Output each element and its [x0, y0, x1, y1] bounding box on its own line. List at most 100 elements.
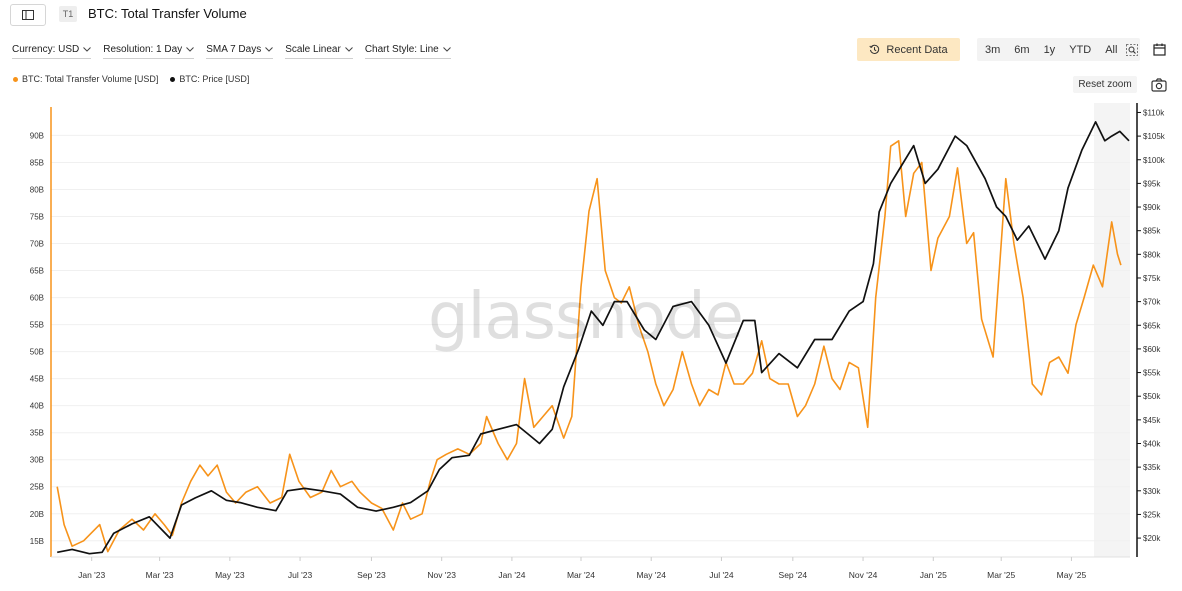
chevron-down-icon [344, 46, 353, 52]
left-tick-label: 15B [30, 537, 44, 546]
right-tick-label: $85k [1143, 227, 1161, 236]
zoom-select-button[interactable] [1126, 43, 1139, 56]
currency-select-label: Currency: USD [12, 43, 80, 55]
reset-zoom-button[interactable]: Reset zoom [1073, 76, 1137, 93]
x-tick-label: May '24 [636, 570, 666, 580]
legend-item-volume[interactable]: BTC: Total Transfer Volume [USD] [13, 74, 158, 84]
range-6m-button[interactable]: 6m [1014, 43, 1030, 56]
right-tick-label: $20k [1143, 534, 1161, 543]
range-1y-button[interactable]: 1y [1043, 43, 1056, 56]
x-tick-label: Mar '24 [567, 570, 595, 580]
right-axis-ticks: $20k $25k $30k $35k $40k $45k $50k $55k $60k $65k… [1137, 108, 1166, 543]
x-tick-label: May '23 [215, 570, 245, 580]
x-tick-label: Nov '23 [427, 570, 456, 580]
transfer-volume-chart[interactable]: 15B 20B 25B 30B 35B 40B 45B 50B 55B 60B 65B 70B 75B 8… [0, 95, 1182, 591]
sma-select[interactable]: SMA 7 Days [206, 41, 274, 59]
left-tick-label: 50B [30, 348, 44, 357]
series-line-price [57, 121, 1130, 555]
top-bar: T1 BTC: Total Transfer Volume [0, 0, 1182, 30]
left-tick-label: 25B [30, 483, 44, 492]
resolution-select[interactable]: Resolution: 1 Day [103, 41, 195, 59]
recent-data-button[interactable]: Recent Data [857, 38, 960, 61]
right-tick-label: $60k [1143, 345, 1161, 354]
x-tick-label: Sep '24 [779, 570, 808, 580]
chevron-down-icon [186, 46, 195, 52]
left-tick-label: 80B [30, 185, 44, 194]
chart-legend: BTC: Total Transfer Volume [USD] BTC: Pr… [13, 74, 249, 84]
right-tick-label: $30k [1143, 487, 1161, 496]
right-tick-label: $65k [1143, 321, 1161, 330]
recent-data-shade [1094, 103, 1130, 557]
series-line-volume [56, 140, 1122, 553]
x-tick-label: Mar '25 [987, 570, 1015, 580]
legend-dot-price [170, 76, 176, 82]
left-tick-label: 45B [30, 375, 44, 384]
right-tick-label: $110k [1143, 108, 1165, 117]
chart-style-select[interactable]: Chart Style: Line [364, 41, 451, 59]
currency-select[interactable]: Currency: USD [12, 41, 92, 59]
page-title: BTC: Total Transfer Volume [88, 6, 247, 21]
history-icon [869, 44, 880, 54]
right-tick-label: $100k [1143, 156, 1166, 165]
left-tick-label: 20B [30, 510, 44, 519]
left-tick-label: 40B [30, 402, 44, 411]
sma-select-label: SMA 7 Days [206, 43, 262, 55]
left-tick-label: 60B [30, 294, 44, 303]
sidebar-toggle-button[interactable] [10, 4, 46, 26]
right-tick-label: $90k [1143, 203, 1161, 212]
sidebar-icon [22, 10, 34, 20]
range-all-button[interactable]: All [1105, 43, 1118, 56]
x-tick-label: Jul '24 [709, 570, 734, 580]
legend-label-volume: BTC: Total Transfer Volume [USD] [22, 74, 159, 84]
range-selector: 3m 6m 1y YTD All [977, 38, 1140, 61]
right-tick-label: $70k [1143, 298, 1161, 307]
right-tick-label: $80k [1143, 250, 1161, 259]
chart-tag: T1 [59, 6, 77, 22]
right-tick-label: $55k [1143, 369, 1161, 378]
range-3m-button[interactable]: 3m [985, 43, 1001, 56]
left-tick-label: 35B [30, 429, 44, 438]
right-tick-label: $40k [1143, 440, 1161, 449]
right-tick-label: $75k [1143, 274, 1161, 283]
x-axis-ticks: Jan '23 Mar '23 May '23 Jul '23 Sep '23 Nov '… [78, 557, 1086, 580]
left-axis-ticks: 15B 20B 25B 30B 35B 40B 45B 50B 55B 60B 65B 70B 75B 8… [30, 131, 44, 545]
right-tick-label: $50k [1143, 392, 1161, 401]
left-tick-label: 30B [30, 456, 44, 465]
legend-dot-volume [13, 76, 18, 82]
left-tick-label: 65B [30, 267, 44, 276]
right-tick-label: $95k [1143, 179, 1161, 188]
x-tick-label: Jan '24 [498, 570, 525, 580]
zoom-select-icon [1126, 43, 1139, 56]
camera-icon[interactable] [1151, 78, 1167, 92]
chevron-down-icon [83, 46, 92, 52]
recent-data-label: Recent Data [886, 43, 948, 56]
calendar-button[interactable] [1146, 38, 1172, 61]
x-tick-label: Jul '23 [288, 570, 313, 580]
x-tick-label: Jan '25 [920, 570, 947, 580]
right-tick-label: $35k [1143, 463, 1161, 472]
chevron-down-icon [442, 46, 451, 52]
left-tick-label: 85B [30, 158, 44, 167]
left-tick-label: 70B [30, 240, 44, 249]
calendar-icon [1152, 43, 1166, 56]
right-tick-label: $45k [1143, 416, 1161, 425]
x-tick-label: May '25 [1057, 570, 1087, 580]
chevron-down-icon [265, 46, 274, 52]
x-tick-label: Mar '23 [146, 570, 174, 580]
chart-style-select-label: Chart Style: Line [364, 43, 439, 55]
scale-select[interactable]: Scale Linear [285, 41, 353, 59]
resolution-select-label: Resolution: 1 Day [103, 43, 183, 55]
legend-label-price: BTC: Price [USD] [179, 74, 250, 84]
right-tick-label: $25k [1143, 510, 1161, 519]
scale-select-label: Scale Linear [285, 43, 341, 55]
x-tick-label: Nov '24 [849, 570, 878, 580]
grid-lines [51, 134, 1130, 542]
x-tick-label: Sep '23 [357, 570, 386, 580]
range-ytd-button[interactable]: YTD [1069, 43, 1092, 56]
legend-item-price[interactable]: BTC: Price [USD] [170, 74, 249, 84]
left-tick-label: 55B [30, 321, 44, 330]
right-tick-label: $105k [1143, 132, 1166, 141]
chart-controls: Currency: USD Resolution: 1 Day SMA 7 Da… [12, 41, 463, 59]
left-tick-label: 90B [30, 131, 44, 140]
left-tick-label: 75B [30, 213, 44, 222]
